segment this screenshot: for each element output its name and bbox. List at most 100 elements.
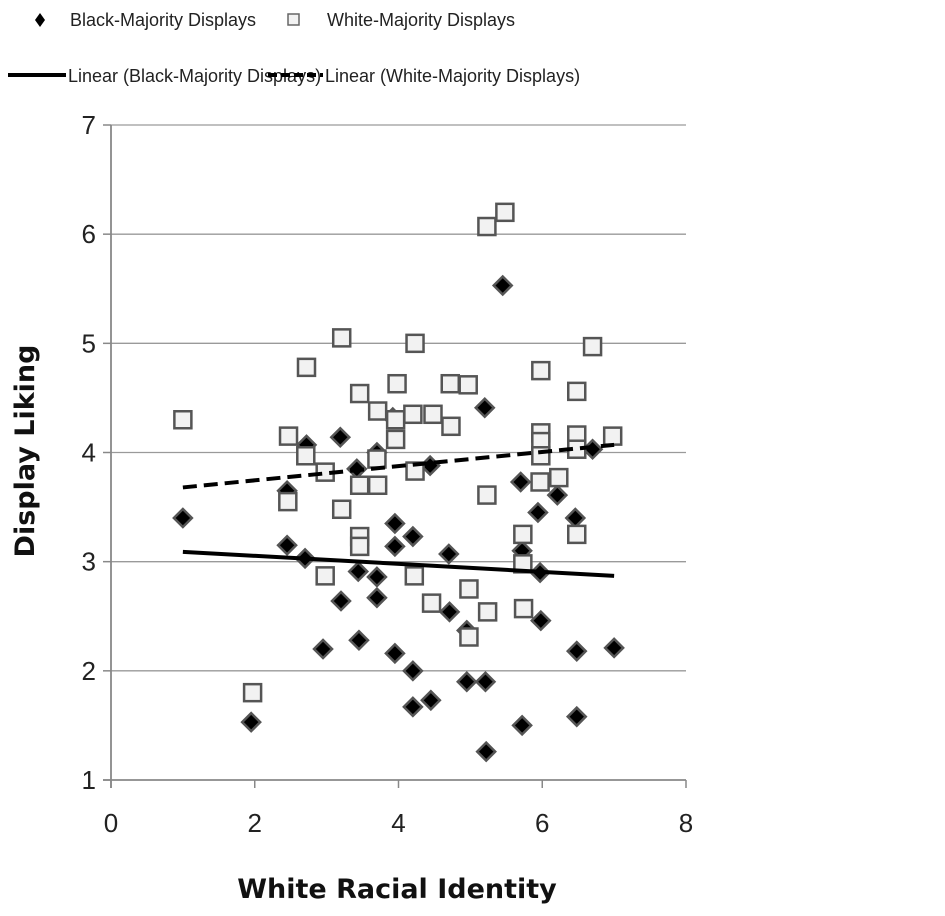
y-tick-label: 6 [82,219,96,249]
data-point-diamond [402,696,424,718]
data-point-diamond [546,484,569,506]
trendline-black-majority [182,549,615,578]
y-tick-label: 5 [82,328,96,358]
square-marker-icon [287,13,300,26]
data-point-square [349,536,370,557]
data-point-square [349,383,370,404]
data-point-square [567,381,587,402]
data-point-diamond [565,705,588,728]
y-axis-title: Display Liking [10,345,41,558]
data-point-diamond [474,670,497,693]
data-point-diamond [603,637,625,659]
x-tick-label: 4 [391,808,405,838]
data-point-diamond [527,501,549,524]
y-tick-label: 4 [82,438,96,468]
data-point-square [242,682,263,703]
data-point-square [477,216,497,237]
data-point-diamond [312,638,334,660]
data-point-diamond [530,609,552,632]
data-point-square [513,524,533,545]
data-point-diamond [240,711,262,733]
legend-item-linear-white: Linear (White-Majority Displays) [268,66,580,86]
data-point-square [404,566,425,586]
x-axis-title: White Racial Identity [237,874,557,905]
data-point-square [367,401,388,421]
data-point-diamond [329,426,352,448]
series-black-majority [172,274,625,763]
legend-item-black-majority: Black-Majority Displays [35,10,256,30]
x-tick-label: 2 [248,808,262,838]
data-point-diamond [402,660,424,682]
data-point-diamond [366,566,388,588]
data-point-diamond [347,560,370,583]
data-point-square [405,333,425,354]
data-point-square [477,485,497,505]
data-point-square [278,426,299,446]
y-tick-label: 3 [82,547,96,577]
data-point-square [582,336,603,357]
data-point-diamond [456,670,478,693]
data-point-diamond [491,274,514,297]
data-point-diamond [276,534,298,557]
data-point-diamond [438,543,460,565]
data-point-diamond [172,507,194,529]
series-white-majority [173,202,623,703]
data-point-square [495,202,515,223]
diamond-marker-icon [35,13,45,27]
data-point-diamond [366,586,388,609]
data-point-diamond [420,689,442,712]
legend-label: Linear (White-Majority Displays) [325,66,580,86]
data-point-square [513,598,534,619]
data-point-diamond [509,471,532,493]
data-point-square [387,373,407,394]
data-point-square [173,410,193,430]
x-tick-label: 8 [679,808,693,838]
data-point-square [296,357,317,378]
data-point-diamond [511,714,533,737]
data-point-square [459,579,479,599]
data-point-square [385,410,406,430]
data-point-diamond [330,590,352,612]
data-point-diamond [438,601,461,623]
data-point-square [367,449,387,469]
x-tick-label: 0 [104,808,118,838]
data-point-square [403,404,423,425]
legend-item-linear-black: Linear (Black-Majority Displays) [8,66,321,86]
legend-label: White-Majority Displays [327,10,515,30]
legend-label: Black-Majority Displays [70,10,256,30]
data-point-square [278,491,298,512]
trendline-white-majority [182,442,615,490]
data-point-diamond [348,629,370,652]
legend-label: Linear (Black-Majority Displays) [68,66,321,86]
legend-item-white-majority: White-Majority Displays [287,10,515,30]
y-tick-label: 2 [82,656,96,686]
data-point-square [421,593,442,613]
legend: Black-Majority Displays White-Majority D… [8,10,580,86]
data-point-square [423,404,443,425]
data-point-square [458,375,478,395]
data-point-diamond [473,396,496,419]
data-point-square [602,426,623,446]
data-point-square [367,475,388,495]
trendlines [182,442,615,578]
data-point-square [531,360,551,381]
data-point-diamond [565,640,588,662]
data-point-diamond [384,535,406,558]
data-point-diamond [475,740,497,763]
gridlines [111,124,686,672]
data-point-diamond [402,525,424,548]
data-point-square [296,446,316,466]
data-point-square [477,602,498,622]
axes [103,124,687,788]
data-point-square [440,373,460,394]
data-point-square [567,524,587,545]
data-point-square [441,416,461,437]
data-point-square [385,429,406,450]
data-point-square [315,566,335,586]
data-point-diamond [384,642,406,665]
data-point-square [349,475,370,495]
data-point-square [530,472,550,492]
data-point-square [459,627,479,647]
x-tick-label: 6 [535,808,549,838]
